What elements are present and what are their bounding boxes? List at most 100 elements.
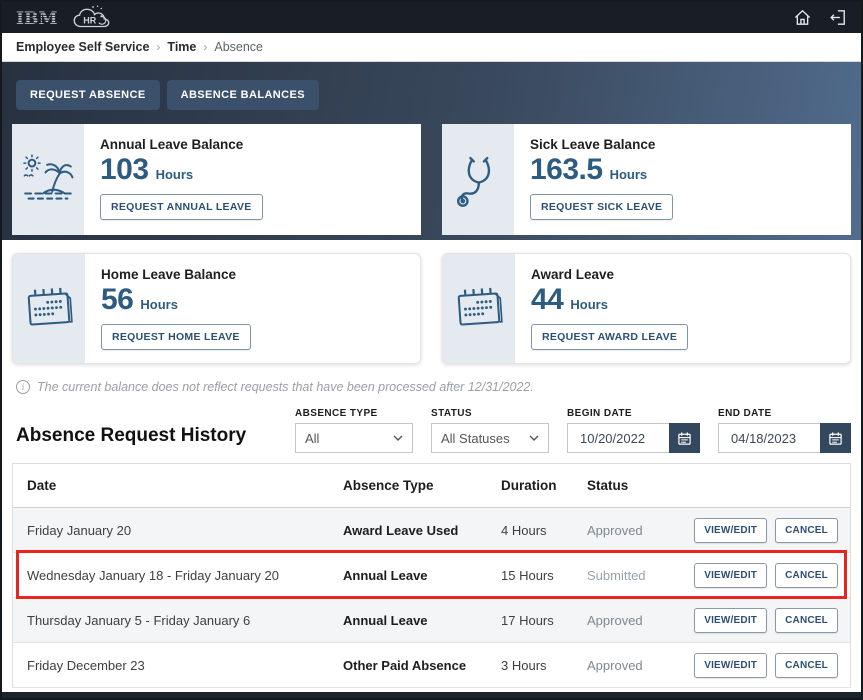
row-date: Friday December 23 (27, 657, 145, 673)
request-home-leave-button[interactable]: REQUEST HOME LEAVE (101, 324, 251, 350)
status-badge: Approved (587, 522, 643, 538)
balance-cards-row-1: Annual Leave Balance 103 Hours REQUEST A… (12, 124, 851, 235)
view-edit-button[interactable]: VIEW/EDIT (694, 652, 768, 678)
status-value: All Statuses (441, 430, 510, 446)
view-edit-button[interactable]: VIEW/EDIT (694, 562, 768, 588)
end-date-filter: END DATE (718, 408, 851, 453)
status-select[interactable]: All Statuses (431, 423, 549, 453)
topbar-actions (793, 8, 847, 27)
absence-history-table: Date Absence Type Duration Status Friday… (12, 463, 851, 688)
history-filters: ABSENCE TYPE All STATUS All Statuses BEG… (295, 408, 851, 453)
home-leave-balance-card: Home Leave Balance 56 Hours REQUEST HOME… (12, 253, 421, 364)
cancel-button[interactable]: CANCEL (775, 517, 838, 543)
status-badge: Submitted (587, 567, 646, 583)
begin-date-input[interactable] (567, 423, 669, 453)
brand-logos: IBM HR (16, 4, 116, 31)
absence-type-value: All (305, 430, 320, 446)
row-absence-type: Award Leave Used (343, 522, 459, 538)
card-unit: Hours (140, 297, 178, 312)
row-duration: 3 Hours (501, 657, 547, 673)
request-annual-leave-button[interactable]: REQUEST ANNUAL LEAVE (100, 194, 263, 220)
card-title: Annual Leave Balance (100, 137, 244, 152)
table-row-highlighted: Wednesday January 18 - Friday January 20… (13, 550, 850, 599)
row-absence-type: Other Paid Absence (343, 657, 467, 673)
card-unit: Hours (609, 167, 648, 182)
info-note-text: The current balance does not reflect req… (37, 380, 534, 394)
view-edit-button[interactable]: VIEW/EDIT (694, 517, 768, 543)
status-badge: Approved (587, 657, 643, 673)
status-filter: STATUS All Statuses (431, 408, 549, 453)
page-title: Absence Request History (16, 425, 247, 446)
card-title: Award Leave (531, 267, 615, 282)
tab-request-absence[interactable]: REQUEST ABSENCE (16, 80, 160, 110)
column-header-duration: Duration (501, 478, 557, 493)
stethoscope-icon (456, 156, 491, 207)
top-bar: IBM HR (2, 2, 861, 33)
request-award-leave-button[interactable]: REQUEST AWARD LEAVE (531, 324, 689, 350)
balance-info-note: i The current balance does not reflect r… (16, 380, 847, 394)
cancel-button[interactable]: CANCEL (775, 607, 838, 633)
card-title: Home Leave Balance (101, 267, 237, 282)
absence-type-label: ABSENCE TYPE (295, 408, 378, 419)
chevron-down-icon (393, 435, 403, 441)
calendar-icon (678, 431, 691, 445)
breadcrumb-item-time[interactable]: Time (167, 40, 197, 54)
table-row: Friday December 23 Other Paid Absence 3 … (13, 643, 850, 688)
row-date: Thursday January 5 - Friday January 6 (27, 612, 251, 628)
sign-out-icon[interactable] (828, 8, 847, 27)
table-row: Thursday January 5 - Friday January 6 An… (13, 598, 850, 643)
balance-cards-row-2: Home Leave Balance 56 Hours REQUEST HOME… (2, 253, 861, 364)
request-sick-leave-button[interactable]: REQUEST SICK LEAVE (530, 194, 674, 220)
breadcrumb-item-employee-self-service[interactable]: Employee Self Service (16, 40, 150, 54)
annual-leave-balance-card: Annual Leave Balance 103 Hours REQUEST A… (12, 124, 421, 235)
begin-date-filter: BEGIN DATE (567, 408, 700, 453)
begin-date-calendar-button[interactable] (669, 423, 700, 453)
cancel-button[interactable]: CANCEL (775, 562, 838, 588)
tab-absence-balances[interactable]: ABSENCE BALANCES (166, 80, 319, 110)
card-value: 44 (531, 283, 564, 316)
row-absence-type: Annual Leave (343, 612, 428, 628)
calendar-icon (829, 431, 842, 445)
svg-text:HR: HR (83, 16, 96, 26)
home-icon[interactable] (793, 8, 812, 27)
row-date: Wednesday January 18 - Friday January 20 (27, 567, 279, 583)
tab-bar: REQUEST ABSENCE ABSENCE BALANCES (16, 80, 851, 110)
end-date-calendar-button[interactable] (820, 423, 851, 453)
status-badge: Approved (587, 612, 643, 628)
column-header-absence-type: Absence Type (343, 478, 434, 493)
end-date-input[interactable] (718, 423, 820, 453)
column-header-status: Status (587, 478, 629, 493)
breadcrumb-item-absence: Absence (214, 40, 264, 54)
calendar-icon (27, 287, 73, 326)
table-header-row: Date Absence Type Duration Status (13, 464, 850, 508)
card-unit: Hours (570, 297, 608, 312)
view-edit-button[interactable]: VIEW/EDIT (694, 607, 768, 633)
sick-leave-balance-card: Sick Leave Balance 163.5 Hours REQUEST S… (442, 124, 851, 235)
row-date: Friday January 20 (27, 522, 132, 538)
card-title: Sick Leave Balance (530, 137, 656, 152)
absence-type-filter: ABSENCE TYPE All (295, 408, 413, 453)
breadcrumb: Employee Self Service › Time › Absence (2, 33, 861, 62)
hr-cloud-logo-icon: HR (73, 5, 110, 28)
absence-type-select[interactable]: All (295, 423, 413, 453)
bottom-frame-strip (2, 692, 861, 698)
chevron-down-icon (529, 435, 539, 441)
svg-text:IBM: IBM (16, 9, 58, 28)
info-icon: i (16, 380, 30, 394)
end-date-label: END DATE (718, 408, 772, 419)
card-unit: Hours (155, 167, 194, 182)
row-duration: 17 Hours (501, 612, 554, 628)
column-header-date: Date (27, 478, 57, 493)
status-label: STATUS (431, 408, 472, 419)
begin-date-label: BEGIN DATE (567, 408, 632, 419)
history-header: Absence Request History ABSENCE TYPE All… (12, 408, 851, 453)
card-value: 103 (100, 153, 149, 186)
row-duration: 4 Hours (501, 522, 547, 538)
card-value: 56 (101, 283, 134, 316)
row-duration: 15 Hours (501, 567, 554, 583)
cancel-button[interactable]: CANCEL (775, 652, 838, 678)
calendar-icon (457, 287, 503, 326)
table-row: Friday January 20 Award Leave Used 4 Hou… (13, 508, 850, 553)
card-value: 163.5 (530, 153, 603, 186)
